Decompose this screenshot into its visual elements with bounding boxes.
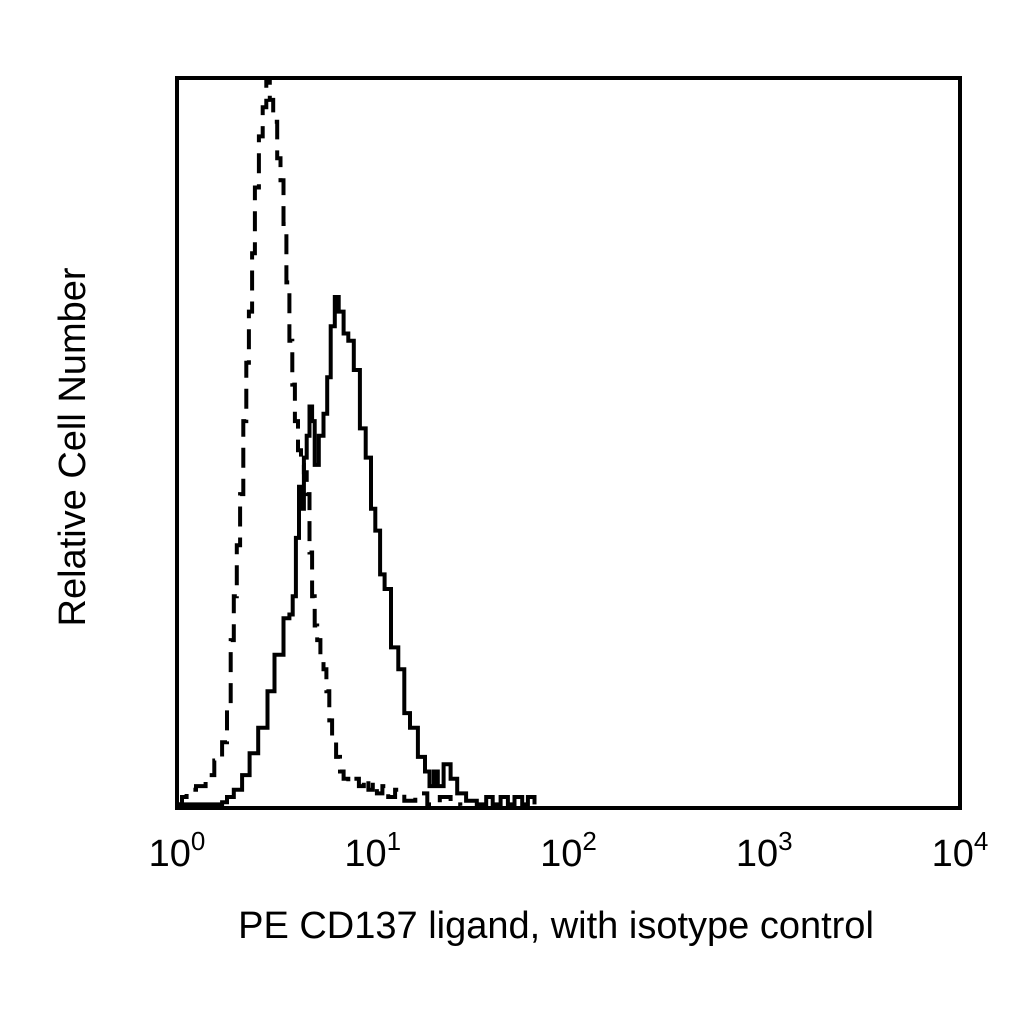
x-tick-base: 10 (344, 833, 386, 875)
x-tick-exponent: 1 (387, 826, 401, 856)
x-tick-base: 10 (932, 833, 974, 875)
plot-frame (175, 76, 962, 810)
x-tick-base: 10 (540, 833, 582, 875)
x-tick-exponent: 4 (974, 826, 988, 856)
x-tick-label: 100 (149, 826, 206, 875)
cd137-ligand-histogram (178, 295, 537, 807)
x-tick-labels: 100 101 102 103 104 (149, 826, 989, 875)
x-tick-exponent: 2 (582, 826, 596, 856)
x-tick-label: 103 (736, 826, 793, 875)
x-tick-exponent: 3 (778, 826, 792, 856)
x-tick-label: 102 (540, 826, 597, 875)
isotype-control-histogram (177, 76, 463, 807)
series-layer (177, 76, 537, 807)
x-tick-base: 10 (736, 833, 778, 875)
x-tick-base: 10 (149, 833, 191, 875)
x-tick-label: 101 (344, 826, 401, 875)
x-tick-exponent: 0 (191, 826, 205, 856)
x-axis-label: PE CD137 ligand, with isotype control (238, 905, 874, 947)
x-tick-label: 104 (932, 826, 989, 875)
y-axis-label: Relative Cell Number (52, 267, 94, 626)
